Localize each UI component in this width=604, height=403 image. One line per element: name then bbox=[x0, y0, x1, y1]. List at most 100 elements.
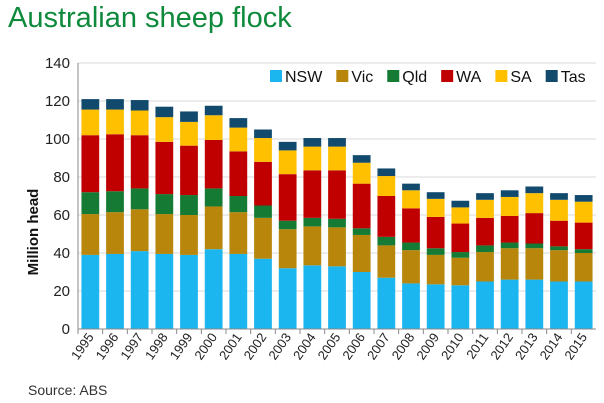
x-tick-label: 2005 bbox=[315, 330, 344, 362]
bar-segment-wa bbox=[476, 217, 494, 246]
bar-segment-qld bbox=[525, 243, 544, 249]
bar-segment-sa bbox=[155, 117, 174, 142]
y-tick-label: 0 bbox=[62, 321, 70, 338]
bar-segment-nsw bbox=[303, 265, 322, 329]
bar-segment-vic bbox=[500, 248, 519, 280]
bar-segment-nsw bbox=[106, 253, 124, 329]
bar-segment-tas bbox=[81, 99, 100, 110]
bar-segment-nsw bbox=[550, 281, 568, 329]
bar-segment-qld bbox=[180, 195, 198, 215]
x-tick-label: 2012 bbox=[487, 330, 516, 362]
legend-label-vic: Vic bbox=[351, 69, 373, 86]
chart-title: Australian sheep flock bbox=[8, 2, 292, 34]
bar-segment-nsw bbox=[254, 258, 272, 329]
bar-segment-wa bbox=[402, 208, 420, 243]
legend-swatch-qld bbox=[387, 70, 400, 82]
bar-segment-qld bbox=[426, 248, 445, 255]
bar-segment-tas bbox=[204, 105, 223, 116]
legend-label-qld: Qld bbox=[402, 69, 427, 86]
bar-segment-sa bbox=[278, 150, 297, 175]
bar-segment-tas bbox=[500, 190, 519, 197]
bar-segment-tas bbox=[303, 138, 322, 147]
bar-segment-tas bbox=[476, 193, 494, 200]
bar-segment-qld bbox=[500, 242, 519, 249]
bar-segment-wa bbox=[106, 134, 124, 192]
bar-segment-nsw bbox=[328, 266, 346, 329]
bar-segment-qld bbox=[106, 191, 124, 213]
x-tick-label: 2010 bbox=[438, 330, 467, 362]
bar-segment-qld bbox=[303, 217, 322, 227]
bar-segment-sa bbox=[377, 176, 396, 196]
x-tick-label: 2014 bbox=[537, 330, 566, 362]
bar-segment-vic bbox=[352, 234, 371, 272]
bar-segment-nsw bbox=[81, 254, 100, 329]
x-tick-label: 2008 bbox=[389, 330, 418, 362]
bar-segment-tas bbox=[229, 118, 248, 128]
bar-segment-nsw bbox=[352, 272, 371, 329]
bar-segment-tas bbox=[278, 141, 297, 151]
bar-segment-wa bbox=[254, 161, 272, 206]
bar-segment-qld bbox=[278, 220, 297, 230]
y-tick-label: 40 bbox=[53, 245, 70, 262]
legend-label-nsw: NSW bbox=[285, 69, 323, 86]
bar-segment-tas bbox=[352, 155, 371, 163]
bar-segment-vic bbox=[451, 257, 470, 286]
bar-segment-qld bbox=[204, 188, 223, 207]
x-tick-label: 1999 bbox=[167, 330, 196, 362]
bar-segment-tas bbox=[180, 111, 198, 122]
bar-segment-nsw bbox=[500, 279, 519, 329]
bar-segment-qld bbox=[377, 236, 396, 246]
bar-segment-sa bbox=[180, 121, 198, 146]
bar-segment-tas bbox=[451, 200, 470, 208]
x-tick-label: 2004 bbox=[290, 330, 319, 362]
bar-segment-tas bbox=[426, 192, 445, 199]
bar-segment-wa bbox=[81, 135, 100, 193]
bar-segment-tas bbox=[130, 100, 149, 111]
bar-segment-nsw bbox=[278, 268, 297, 329]
bar-segment-wa bbox=[377, 196, 396, 237]
bar-segment-qld bbox=[451, 252, 470, 258]
y-tick-label: 140 bbox=[45, 55, 70, 72]
bar-segment-sa bbox=[476, 199, 494, 218]
bar-segment-wa bbox=[180, 145, 198, 196]
legend-label-wa: WA bbox=[456, 69, 482, 86]
x-tick-label: 1998 bbox=[142, 330, 171, 362]
x-tick-label: 2002 bbox=[241, 330, 270, 362]
y-tick-label: 100 bbox=[45, 131, 70, 148]
bar-segment-vic bbox=[402, 250, 420, 284]
bar-segment-wa bbox=[451, 223, 470, 253]
bar-segment-sa bbox=[328, 146, 346, 171]
bar-segment-vic bbox=[81, 214, 100, 255]
bar-segment-sa bbox=[204, 115, 223, 140]
x-tick-label: 2009 bbox=[413, 330, 442, 362]
bar-segment-vic bbox=[204, 206, 223, 250]
bar-segment-nsw bbox=[204, 249, 223, 329]
bar-segment-vic bbox=[525, 248, 544, 280]
legend-swatch-nsw bbox=[270, 70, 282, 82]
bar-segment-vic bbox=[377, 245, 396, 278]
x-tick-label: 2013 bbox=[512, 330, 541, 362]
x-tick-label: 2001 bbox=[216, 330, 245, 362]
bar-segment-wa bbox=[155, 141, 174, 195]
bars bbox=[81, 99, 593, 329]
y-tick-label: 80 bbox=[53, 169, 70, 186]
bar-segment-sa bbox=[426, 198, 445, 217]
axes bbox=[77, 63, 596, 334]
x-tick-label: 2003 bbox=[265, 330, 294, 362]
bar-segment-nsw bbox=[130, 251, 149, 329]
bar-segment-sa bbox=[525, 193, 544, 214]
y-axis-ticks: 0 20 40 60 80 100 120 140 bbox=[45, 55, 70, 338]
bar-segment-wa bbox=[303, 170, 322, 218]
bar-segment-wa bbox=[426, 216, 445, 249]
legend: NSW Vic Qld WA SA Tas bbox=[270, 69, 586, 86]
bar-segment-nsw bbox=[155, 253, 174, 329]
bar-segment-wa bbox=[574, 222, 593, 250]
bar-segment-sa bbox=[574, 201, 593, 223]
bar-segment-wa bbox=[352, 183, 371, 229]
bar-segment-tas bbox=[254, 129, 272, 139]
bar-segment-nsw bbox=[402, 283, 420, 329]
bar-segment-vic bbox=[426, 254, 445, 285]
bar-segment-wa bbox=[500, 215, 519, 243]
bar-segment-sa bbox=[402, 190, 420, 209]
bar-segment-sa bbox=[81, 109, 100, 136]
